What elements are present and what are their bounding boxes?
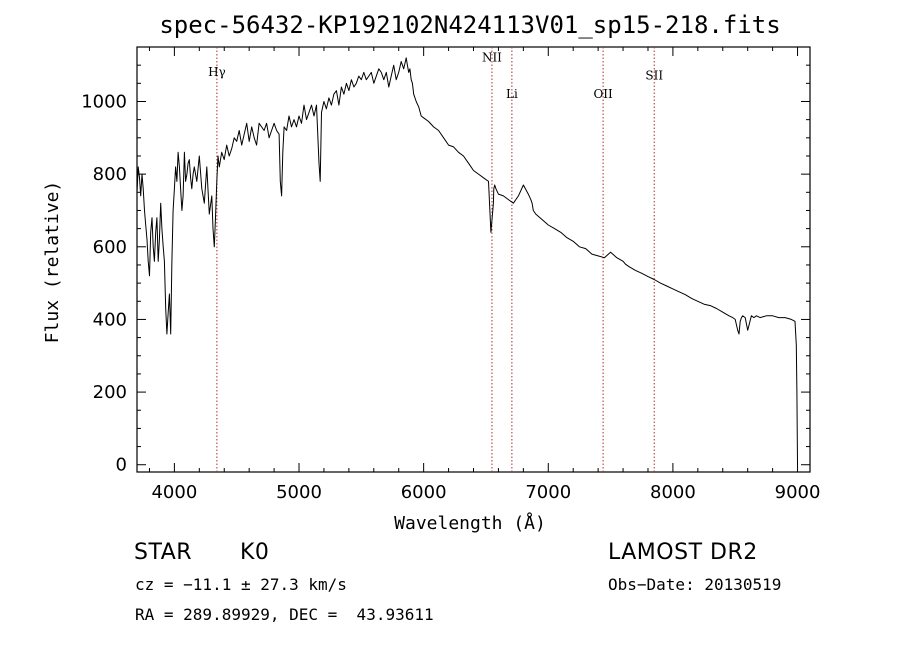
survey-name: LAMOST DR2 bbox=[608, 540, 758, 565]
x-tick-label: 6000 bbox=[401, 482, 447, 503]
observation-date: Obs−Date: 20130519 bbox=[608, 575, 782, 594]
y-tick-label: 600 bbox=[93, 237, 127, 258]
redshift-cz: cz = −11.1 ± 27.3 km/s bbox=[135, 575, 347, 594]
chart-marks: 4000 5000 6000 7000 8000 9000 0 200 400 600 800 100… bbox=[81, 47, 820, 503]
object-class: STAR bbox=[134, 540, 193, 565]
spectral-line-label: Hγ bbox=[208, 65, 226, 79]
x-tick-label: 9000 bbox=[775, 482, 821, 503]
y-tick-label: 400 bbox=[93, 309, 127, 330]
coordinates: RA = 289.89929, DEC = 43.93611 bbox=[135, 605, 434, 624]
plot-frame bbox=[136, 46, 811, 473]
spectrum-line bbox=[136, 57, 798, 465]
x-tick-label: 5000 bbox=[276, 482, 322, 503]
spectral-line-label: Li bbox=[506, 87, 518, 101]
y-tick-label: 0 bbox=[116, 455, 127, 476]
y-tick-label: 800 bbox=[93, 164, 127, 185]
x-tick-label: 7000 bbox=[525, 482, 571, 503]
chart-title: spec-56432-KP192102N424113V01_sp15-218.f… bbox=[159, 11, 780, 39]
object-subclass: K0 bbox=[240, 540, 270, 565]
x-axis-label: Wavelength (Å) bbox=[394, 512, 546, 534]
y-tick-label: 200 bbox=[93, 382, 127, 403]
spectral-line-label: OII bbox=[593, 87, 613, 101]
y-axis-label: Flux (relative) bbox=[42, 181, 63, 344]
spectral-line-label: NII bbox=[482, 51, 502, 65]
x-tick-label: 4000 bbox=[151, 482, 197, 503]
y-tick-label: 1000 bbox=[81, 91, 127, 112]
x-tick-label: 8000 bbox=[650, 482, 696, 503]
spectral-line-label: SII bbox=[645, 69, 663, 83]
